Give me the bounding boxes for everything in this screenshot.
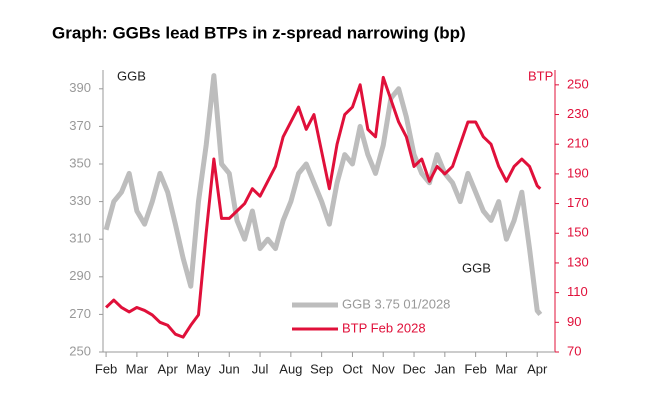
chart-title: Graph: GGBs lead BTPs in z-spread narrow… bbox=[52, 23, 466, 42]
y2-tick-label: 150 bbox=[567, 225, 589, 240]
legend-label: GGB 3.75 01/2028 bbox=[342, 296, 450, 311]
x-tick-label: Aug bbox=[279, 361, 302, 376]
y2-tick-label: 210 bbox=[567, 136, 589, 151]
x-tick-label: Oct bbox=[342, 361, 363, 376]
x-tick-label: Nov bbox=[372, 361, 396, 376]
x-tick-label: Jul bbox=[252, 361, 269, 376]
legend-label: BTP Feb 2028 bbox=[342, 320, 426, 335]
x-tick-label: Jun bbox=[219, 361, 240, 376]
x-tick-label: Feb bbox=[464, 361, 486, 376]
y-tick-label: 250 bbox=[69, 343, 91, 358]
y2-tick-label: 110 bbox=[567, 284, 588, 299]
series-line bbox=[103, 73, 543, 316]
y-tick-label: 370 bbox=[69, 118, 91, 133]
y2-tick-label: 190 bbox=[567, 165, 589, 180]
annotation: GGB bbox=[117, 68, 146, 83]
annotation: BTP bbox=[528, 68, 553, 83]
x-tick-label: Apr bbox=[527, 361, 548, 376]
x-tick-label: Mar bbox=[126, 361, 149, 376]
x-tick-label: Dec bbox=[402, 361, 426, 376]
x-tick-label: Feb bbox=[95, 361, 117, 376]
y2-tick-label: 230 bbox=[567, 106, 589, 121]
x-tick-label: Mar bbox=[495, 361, 518, 376]
y-tick-label: 270 bbox=[69, 306, 91, 321]
x-tick-label: Jan bbox=[434, 361, 455, 376]
y-tick-label: 330 bbox=[69, 193, 91, 208]
x-tick-label: May bbox=[186, 361, 211, 376]
annotation: GGB bbox=[462, 260, 491, 275]
y-tick-label: 350 bbox=[69, 155, 91, 170]
y2-tick-label: 170 bbox=[567, 195, 589, 210]
y2-tick-label: 90 bbox=[567, 314, 581, 329]
y-tick-label: 310 bbox=[69, 231, 91, 246]
x-tick-label: Sep bbox=[310, 361, 333, 376]
x-tick-label: Apr bbox=[158, 361, 179, 376]
y2-tick-label: 130 bbox=[567, 254, 589, 269]
y-tick-label: 390 bbox=[69, 80, 91, 95]
series-line bbox=[105, 75, 542, 339]
y-tick-label: 290 bbox=[69, 268, 91, 283]
y2-tick-label: 250 bbox=[567, 76, 589, 91]
y2-tick-label: 70 bbox=[567, 343, 581, 358]
